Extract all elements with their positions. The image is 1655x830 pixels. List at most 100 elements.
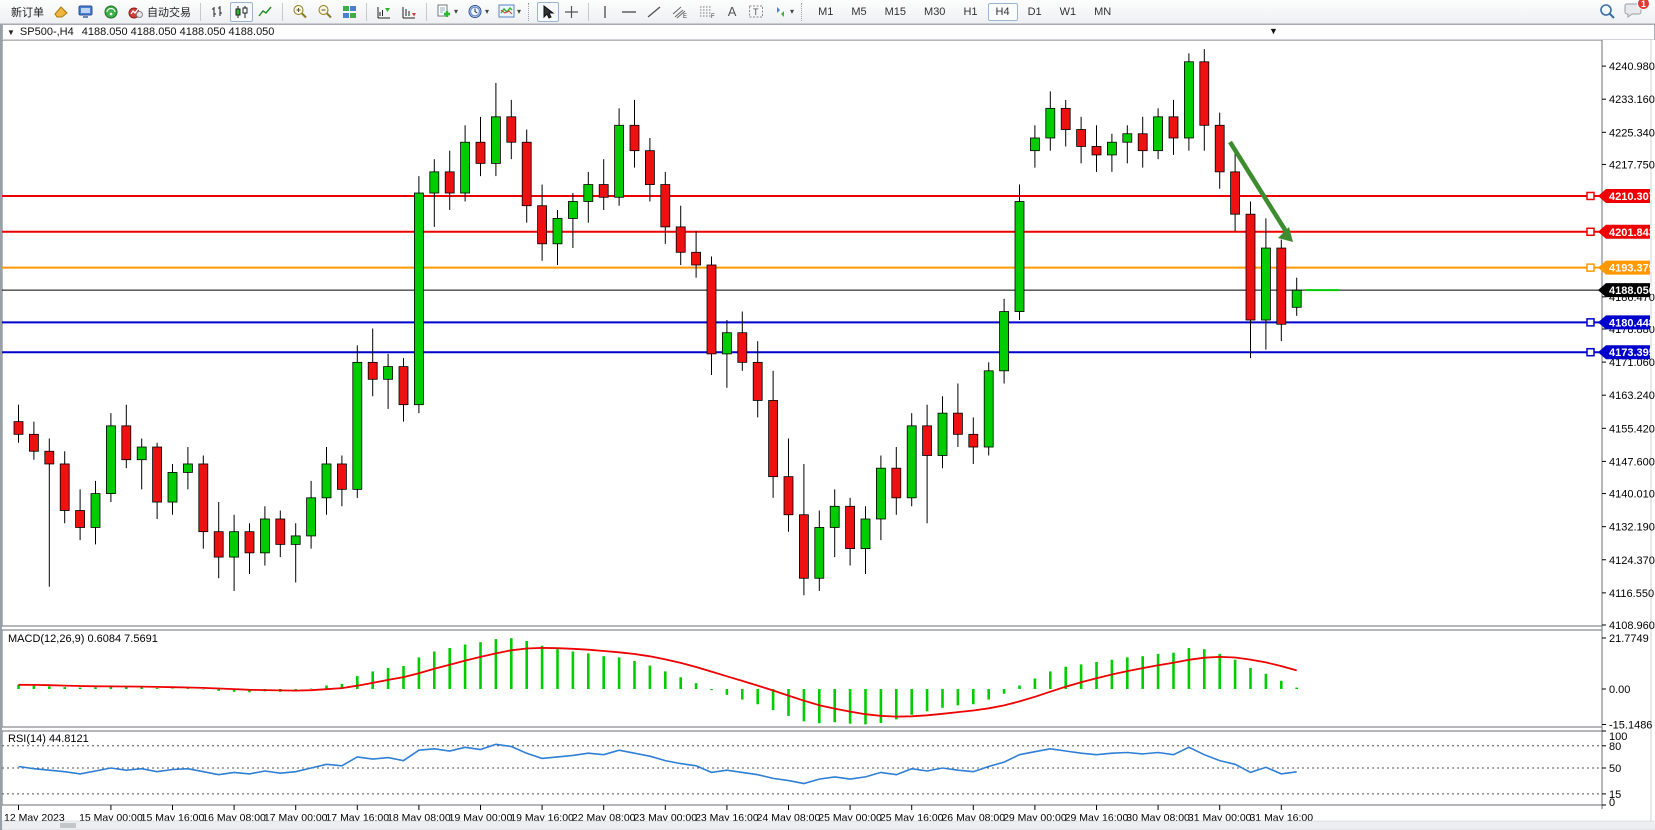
- hline-anchor[interactable]: [1586, 318, 1595, 327]
- metaquotes-icon[interactable]: [49, 2, 73, 22]
- fibonacci-icon: F: [700, 6, 715, 19]
- chart-shift-button[interactable]: [372, 2, 396, 22]
- timeframe-h1[interactable]: H1: [963, 5, 978, 18]
- price-tag-label: 4201.843: [1609, 227, 1655, 239]
- timeframe-m30[interactable]: M30: [924, 5, 946, 18]
- notifications-button[interactable]: 1: [1624, 0, 1650, 21]
- candlestick-icon: [235, 5, 248, 18]
- chart-title-bar[interactable]: ▼ SP500-,H4 4188.050 4188.050 4188.050 4…: [2, 24, 1655, 40]
- svg-text:E: E: [683, 14, 687, 19]
- svg-text:F: F: [711, 14, 715, 19]
- candle-down: [1168, 116, 1179, 139]
- chart-window: ▼ SP500-,H4 4188.050 4188.050 4188.050 4…: [0, 24, 1655, 830]
- chart-dropdown-icon[interactable]: ▼: [7, 27, 15, 37]
- chart-canvas[interactable]: 4248.8004240.9804233.1604225.3404217.750…: [1, 28, 1655, 830]
- auto-scroll-button[interactable]: [397, 2, 421, 22]
- line-chart-mode-button[interactable]: [254, 2, 277, 22]
- bottom-scrollbar[interactable]: [1, 820, 1655, 830]
- price-tag: 4193.379: [1598, 260, 1655, 275]
- price-tag-label: 4180.448: [1609, 317, 1655, 329]
- candle-up: [1014, 201, 1025, 312]
- cursor-tool-button[interactable]: [537, 1, 560, 22]
- candle-down: [922, 425, 932, 456]
- timeframe-h4[interactable]: H4: [987, 2, 1018, 21]
- text-label-tool-button[interactable]: T: [744, 2, 768, 22]
- search-icon[interactable]: [1599, 3, 1616, 20]
- price-tag-box: [1598, 283, 1650, 298]
- candle-down: [198, 463, 209, 533]
- horizontal-line-tool-button[interactable]: [617, 2, 641, 22]
- zoom-out-button[interactable]: [313, 2, 337, 22]
- rsi-label: RSI(14) 44.8121: [8, 733, 89, 745]
- timeframe-w1[interactable]: W1: [1059, 5, 1077, 18]
- equidistant-channel-tool-button[interactable]: E: [667, 2, 693, 22]
- vertical-line-tool-button[interactable]: [594, 2, 616, 22]
- rsi-scale-label: 0: [1609, 797, 1615, 809]
- toolbar-drag-handle[interactable]: [801, 2, 805, 21]
- annotation-arrow[interactable]: [1228, 140, 1293, 242]
- candle-down: [444, 171, 455, 194]
- dropdown-caret-icon: ▾: [790, 7, 795, 16]
- templates-button[interactable]: ▾: [432, 2, 462, 22]
- fibonacci-tool-button[interactable]: F: [694, 2, 720, 22]
- text-tool-label: A: [727, 4, 737, 19]
- chart-symbol-title: SP500-,H4: [19, 26, 74, 38]
- rsi-scale-label: 80: [1609, 741, 1621, 753]
- periods-button[interactable]: ▾: [463, 2, 493, 22]
- price-tick-label: 4132.190: [1609, 522, 1655, 534]
- candle-down: [275, 518, 286, 545]
- timeframe-m15[interactable]: M15: [884, 5, 907, 18]
- text-tool-button[interactable]: A: [721, 2, 743, 22]
- rsi-scale-label: 100: [1609, 731, 1627, 743]
- timeframe-mn[interactable]: MN: [1094, 5, 1112, 18]
- candle-down: [691, 251, 701, 266]
- dropdown-caret-icon: ▾: [454, 7, 459, 16]
- bar-chart-mode-button[interactable]: [206, 2, 229, 22]
- timeframe-m5[interactable]: M5: [851, 5, 867, 18]
- price-tick-label: 4225.340: [1609, 127, 1655, 139]
- candle-up: [460, 141, 471, 194]
- horizontal-lines[interactable]: [2, 191, 1602, 357]
- signal-icon-button[interactable]: [99, 2, 123, 22]
- toolbar-drag-handle[interactable]: [528, 2, 532, 21]
- hline-anchor[interactable]: [1586, 191, 1595, 201]
- candle-up: [814, 527, 825, 579]
- hline-anchor[interactable]: [1586, 263, 1595, 272]
- arrows-tool-button[interactable]: ▾: [769, 2, 798, 22]
- scroll-marker-icon[interactable]: ▼: [1269, 26, 1278, 36]
- candle-down: [121, 425, 132, 461]
- timeframe-m1[interactable]: M1: [818, 5, 834, 18]
- candle-down: [845, 505, 855, 550]
- hline-anchor[interactable]: [1586, 347, 1595, 357]
- toolbar-separator: [426, 2, 427, 21]
- terminal-icon-button[interactable]: [74, 2, 98, 22]
- candle-down: [968, 433, 979, 448]
- tile-windows-button[interactable]: [338, 2, 361, 22]
- scrollbar-thumb[interactable]: [60, 823, 76, 828]
- trendline-icon: [647, 5, 661, 18]
- candle-up: [167, 472, 178, 503]
- macd-pane[interactable]: [1, 629, 1603, 728]
- candle-chart-mode-button[interactable]: [230, 1, 253, 22]
- candle-up: [583, 184, 594, 202]
- main-toolbar: 新订单 自动交易 ▾ ▾: [0, 0, 1655, 24]
- hline-anchor[interactable]: [1586, 227, 1595, 237]
- price-tick-label: 4155.420: [1609, 423, 1655, 435]
- arrows-icon: [777, 6, 785, 17]
- price-tag-box: [1598, 315, 1650, 330]
- horizontal-line-icon: [622, 10, 637, 13]
- zoom-in-button[interactable]: [288, 2, 312, 22]
- candle-down: [645, 150, 655, 185]
- price-tag-box: [1598, 260, 1650, 275]
- timeframe-d1[interactable]: D1: [1027, 5, 1042, 18]
- new-order-button[interactable]: 新订单: [4, 2, 48, 22]
- trendline-tool-button[interactable]: [642, 2, 666, 22]
- candle-down: [891, 467, 902, 499]
- indicators-button[interactable]: ▾: [494, 2, 525, 22]
- candle-up: [983, 370, 994, 448]
- autotrading-button[interactable]: 自动交易: [124, 2, 195, 22]
- price-tag: 4180.448: [1598, 315, 1655, 330]
- candle-up: [1030, 137, 1040, 152]
- crosshair-tool-button[interactable]: [560, 2, 583, 22]
- candle-up: [413, 192, 424, 406]
